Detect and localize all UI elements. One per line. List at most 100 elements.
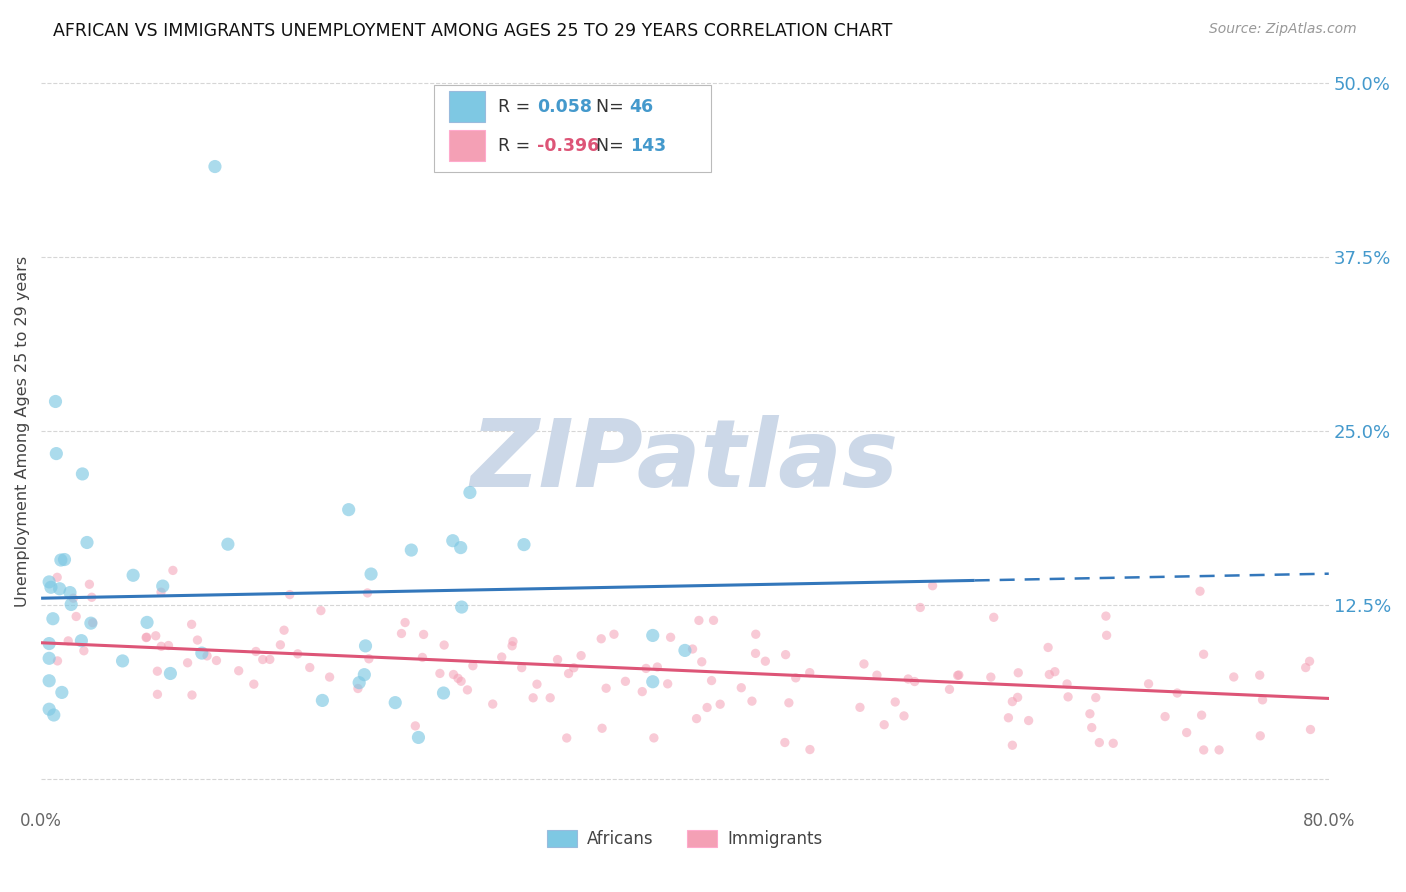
Text: -0.396: -0.396 <box>537 136 599 154</box>
Point <box>1018 714 1040 728</box>
Point <box>384 696 406 710</box>
Point <box>1088 735 1111 749</box>
Point <box>1001 695 1024 709</box>
Point <box>42 612 65 626</box>
Point <box>59 585 82 599</box>
Point <box>42 708 65 723</box>
Point <box>204 160 226 174</box>
Point <box>38 574 60 589</box>
Point <box>1102 736 1125 750</box>
Point <box>562 661 585 675</box>
Text: R =: R = <box>498 136 536 154</box>
Point <box>401 543 423 558</box>
Point <box>557 666 579 681</box>
Point <box>461 658 484 673</box>
Point <box>1057 690 1080 704</box>
Point <box>1084 690 1107 705</box>
Point <box>111 654 134 668</box>
Point <box>278 588 301 602</box>
Point <box>404 719 426 733</box>
Point <box>62 591 84 606</box>
Point <box>702 613 724 627</box>
Point <box>631 684 654 698</box>
Point <box>146 687 169 701</box>
Point <box>447 671 470 685</box>
Point <box>80 616 103 631</box>
Point <box>394 615 416 630</box>
Point <box>799 665 821 680</box>
Point <box>897 672 920 686</box>
Point <box>1175 725 1198 739</box>
Point <box>938 682 960 697</box>
Point <box>555 731 578 745</box>
Point <box>1095 628 1118 642</box>
Point <box>309 604 332 618</box>
Point <box>1299 723 1322 737</box>
Point <box>205 653 228 667</box>
Point <box>643 731 665 745</box>
Point <box>53 552 76 566</box>
Point <box>513 538 536 552</box>
Point <box>159 666 181 681</box>
Point <box>893 709 915 723</box>
Point <box>357 652 380 666</box>
Point <box>659 630 682 644</box>
Point <box>904 674 927 689</box>
Point <box>921 579 943 593</box>
Point <box>948 668 970 682</box>
Point <box>70 633 93 648</box>
Point <box>337 502 360 516</box>
Point <box>1080 721 1102 735</box>
Point <box>186 633 208 648</box>
Point <box>136 615 159 630</box>
Legend: Africans, Immigrants: Africans, Immigrants <box>541 823 830 855</box>
Point <box>1192 743 1215 757</box>
Point <box>657 677 679 691</box>
Text: N=: N= <box>596 97 630 116</box>
Point <box>1056 677 1078 691</box>
Point <box>641 674 664 689</box>
Point <box>1298 654 1320 668</box>
Point <box>79 577 101 591</box>
Point <box>1208 743 1230 757</box>
Point <box>1007 665 1029 680</box>
Point <box>1001 738 1024 752</box>
Text: AFRICAN VS IMMIGRANTS UNEMPLOYMENT AMONG AGES 25 TO 29 YEARS CORRELATION CHART: AFRICAN VS IMMIGRANTS UNEMPLOYMENT AMONG… <box>53 22 893 40</box>
Point <box>353 667 375 681</box>
Bar <box>450 129 485 161</box>
Point <box>176 656 198 670</box>
Point <box>228 664 250 678</box>
Point <box>502 634 524 648</box>
Point <box>180 617 202 632</box>
Point <box>44 394 66 409</box>
Point <box>269 638 291 652</box>
Point <box>217 537 239 551</box>
Point <box>673 643 696 657</box>
Point <box>591 721 613 735</box>
Point <box>60 598 83 612</box>
Point <box>181 688 204 702</box>
Point <box>191 646 214 660</box>
Point <box>252 652 274 666</box>
Point <box>356 586 378 600</box>
Point <box>273 624 295 638</box>
Point <box>80 591 103 605</box>
Point <box>412 627 434 641</box>
Point <box>778 696 800 710</box>
Point <box>491 650 513 665</box>
Text: Source: ZipAtlas.com: Source: ZipAtlas.com <box>1209 22 1357 37</box>
Point <box>58 633 80 648</box>
Point <box>432 686 454 700</box>
Point <box>150 585 173 599</box>
Point <box>311 693 333 707</box>
Point <box>429 666 451 681</box>
Text: 0.058: 0.058 <box>537 97 592 116</box>
Point <box>443 667 465 681</box>
Point <box>614 674 637 689</box>
Point <box>709 697 731 711</box>
Point <box>38 673 60 688</box>
Point <box>603 627 626 641</box>
Point <box>1249 729 1271 743</box>
Point <box>1251 693 1274 707</box>
Point <box>135 631 157 645</box>
